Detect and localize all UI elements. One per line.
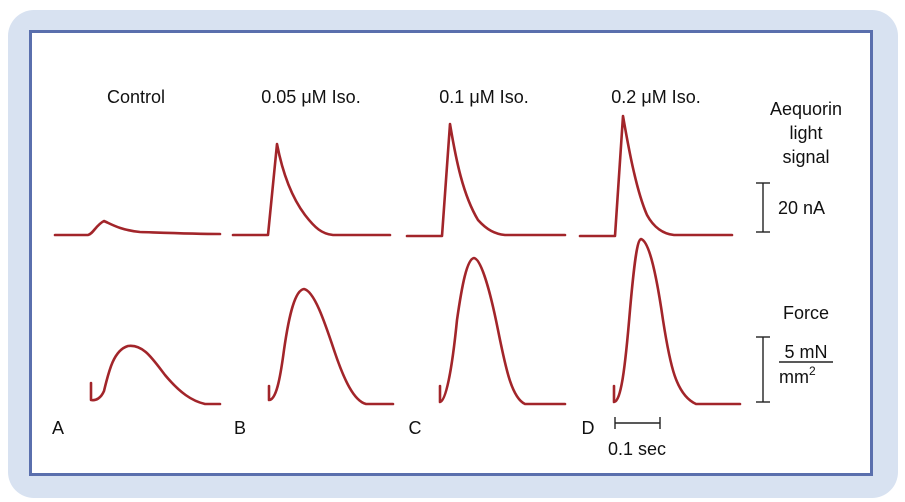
panel-letter-c: C <box>409 418 422 438</box>
time-scale-label: 0.1 sec <box>608 439 666 459</box>
force-trace-0.2 <box>612 237 742 406</box>
panel-letter-d: D <box>582 418 595 438</box>
force-scale-bar <box>756 336 770 403</box>
force-scale-denominator-base: mm <box>779 367 809 387</box>
aequorin-scale-label: 20 nA <box>778 198 825 218</box>
force-scale-denominator: mm2 <box>779 364 816 387</box>
condition-title-d: 0.2 μM Iso. <box>611 87 700 107</box>
force-legend-label: Force <box>783 303 829 323</box>
force-trace-control <box>89 344 222 406</box>
condition-title-b: 0.05 μM Iso. <box>261 87 360 107</box>
aequorin-trace-0.05 <box>231 142 392 237</box>
aequorin-legend-line2: light <box>789 123 822 143</box>
aequorin-legend-line3: signal <box>782 147 829 167</box>
force-scale-numerator: 5 mN <box>784 342 827 362</box>
aequorin-legend-line1: Aequorin <box>770 99 842 119</box>
force-trace-0.05 <box>267 287 395 406</box>
panel-letter-b: B <box>234 418 246 438</box>
aequorin-trace-control <box>53 219 222 237</box>
aequorin-scale-bar <box>756 182 770 233</box>
aequorin-trace-0.2 <box>578 114 734 238</box>
figure-frame <box>29 30 873 476</box>
condition-title-c: 0.1 μM Iso. <box>439 87 528 107</box>
condition-title-a: Control <box>107 87 165 107</box>
force-trace-0.1 <box>438 256 567 406</box>
time-scale-bar <box>614 417 661 429</box>
panel-letter-a: A <box>52 418 64 438</box>
aequorin-trace-0.1 <box>405 122 567 238</box>
force-scale-denominator-exp: 2 <box>809 364 816 378</box>
